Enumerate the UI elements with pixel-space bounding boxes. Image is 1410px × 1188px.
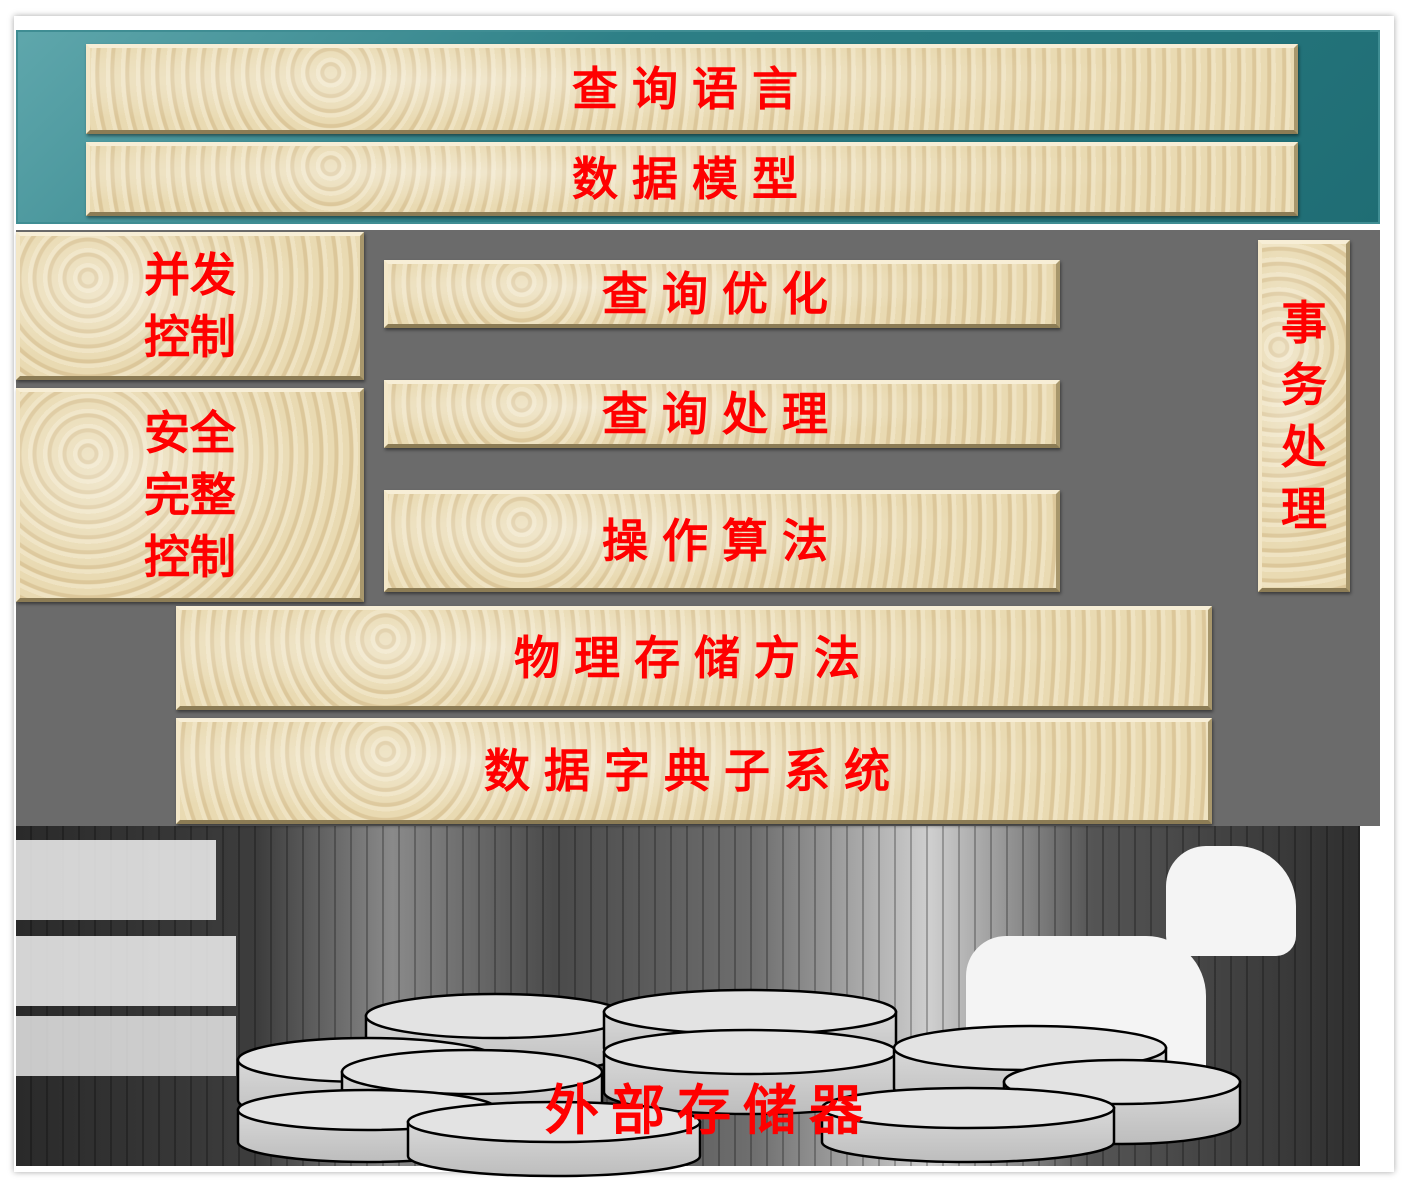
data-dictionary-box: 数据字典子系统 (176, 718, 1212, 824)
external-storage-label: 外部存储器 (545, 1078, 875, 1142)
data-model-box: 数据模型 (86, 142, 1298, 216)
query-processing-box: 查询处理 (384, 380, 1060, 448)
query-processing-label: 查询处理 (602, 387, 842, 441)
concurrency-control-box: 并发 控制 (16, 232, 364, 380)
transaction-processing-label: 事 务 处 理 (1281, 296, 1327, 536)
operation-algorithms-box: 操作算法 (384, 490, 1060, 592)
query-language-box: 查询语言 (86, 44, 1298, 134)
query-language-label: 查询语言 (572, 62, 812, 116)
transaction-processing-box: 事 务 处 理 (1258, 240, 1350, 592)
query-optimization-box: 查询优化 (384, 260, 1060, 328)
security-integrity-control-label: 安全 完整 控制 (144, 406, 236, 584)
operation-algorithms-label: 操作算法 (602, 514, 842, 568)
physical-storage-box: 物理存储方法 (176, 606, 1212, 710)
photo-window (16, 1016, 236, 1076)
photo-window (16, 936, 236, 1006)
photo-person-shirt (1166, 846, 1296, 956)
security-integrity-control-box: 安全 完整 控制 (16, 388, 364, 602)
concurrency-control-label: 并发 控制 (144, 248, 236, 364)
data-dictionary-label: 数据字典子系统 (484, 744, 904, 798)
data-model-label: 数据模型 (572, 152, 812, 206)
photo-person-shirt (966, 936, 1206, 1086)
query-optimization-label: 查询优化 (602, 267, 842, 321)
physical-storage-label: 物理存储方法 (514, 631, 874, 685)
photo-window (16, 840, 216, 920)
